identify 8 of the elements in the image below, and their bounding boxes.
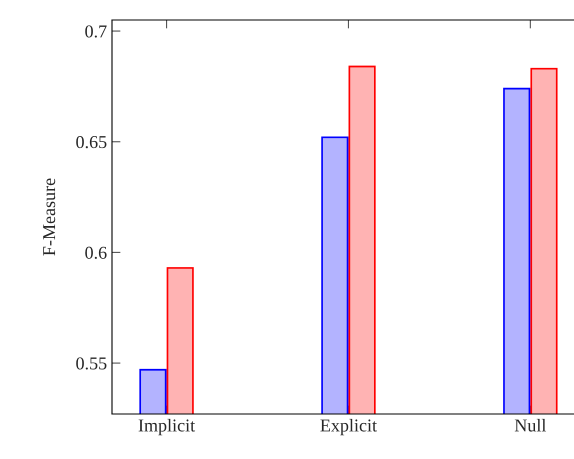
- y-tick-label: 0.7: [85, 25, 107, 38]
- y-tick-label: 0.55: [76, 357, 106, 370]
- y-tick-label: 0.6: [85, 246, 107, 259]
- x-tick-label: Null: [514, 418, 546, 432]
- x-tick-label: Implicit: [138, 418, 196, 436]
- x-tick-label: Explicit: [320, 418, 377, 436]
- y-tick-label: 0.65: [76, 136, 106, 148]
- y-axis-title: F-Measure: [43, 178, 56, 256]
